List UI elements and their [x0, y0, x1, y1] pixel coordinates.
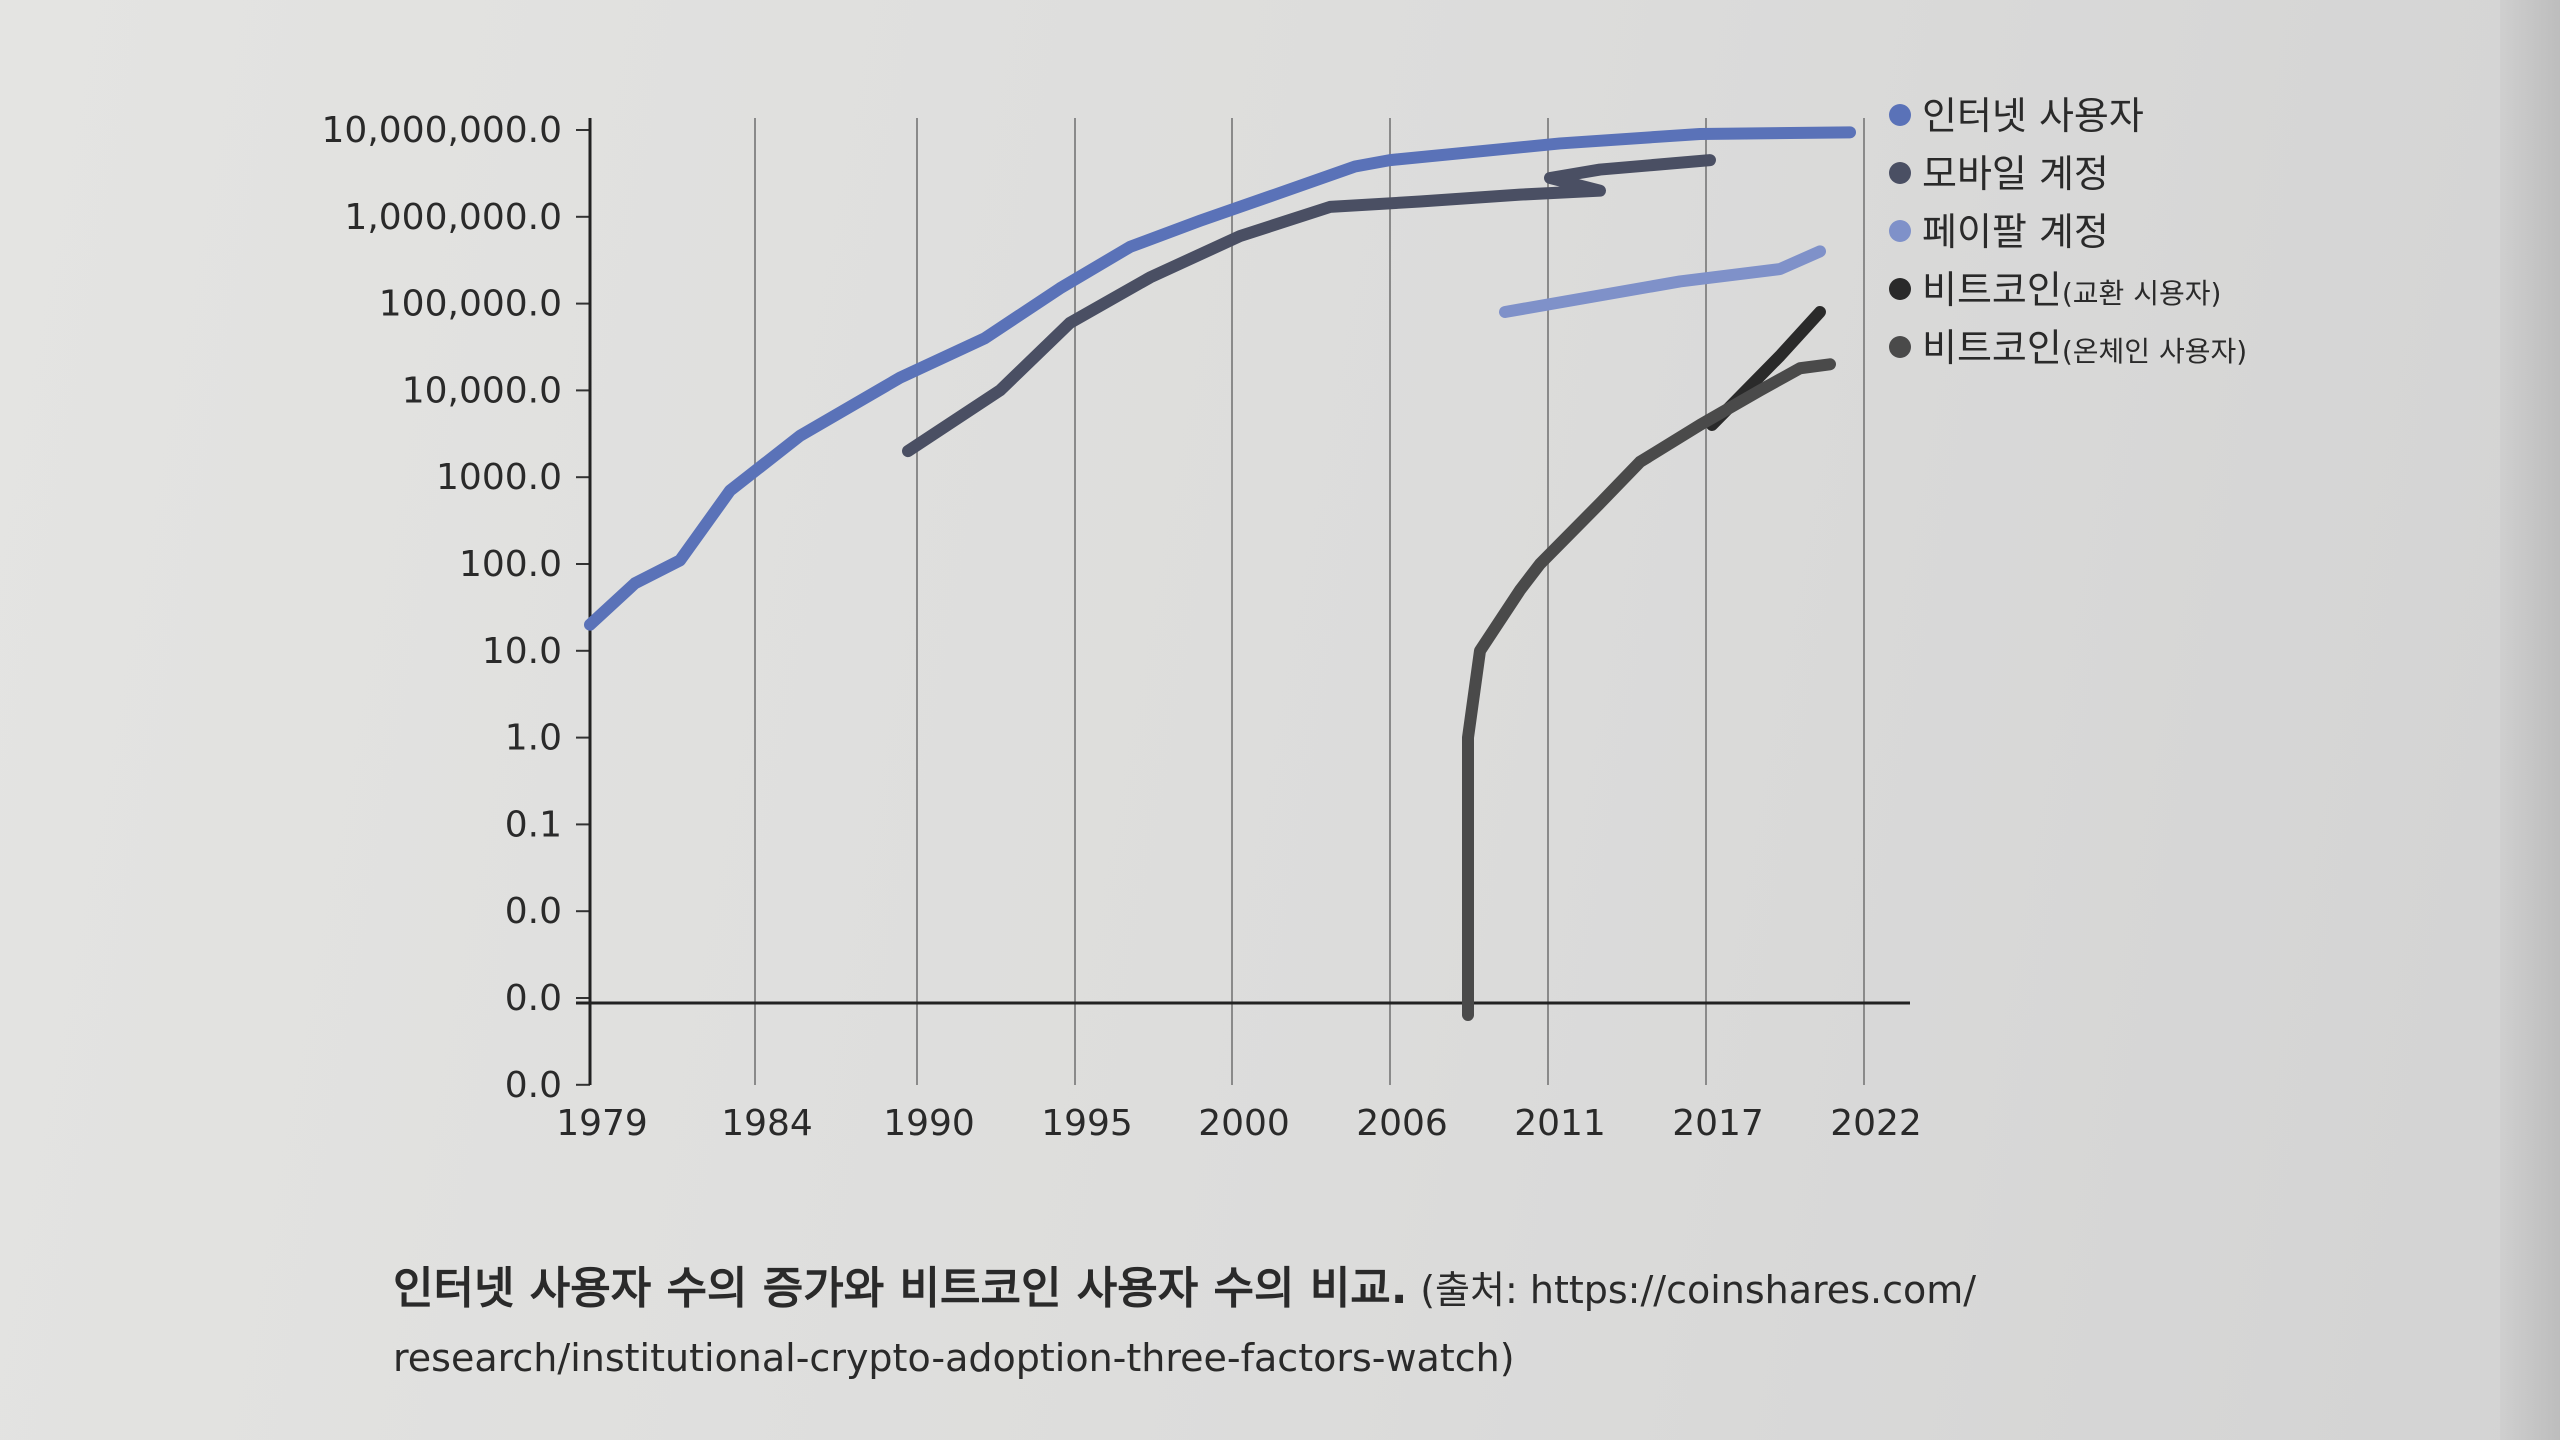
y-tick-label-3: 10,000.0 — [402, 370, 562, 411]
y-tick-label-1: 1,000,000.0 — [344, 197, 562, 238]
y-tick-label-2: 100,000.0 — [379, 284, 562, 325]
x-tick-label-0: 1979 — [556, 1103, 648, 1144]
legend-marker-3 — [1889, 278, 1911, 300]
y-tick-label-8: 0.1 — [505, 804, 562, 845]
legend-marker-0 — [1889, 104, 1911, 126]
y-tick-label-11: 0.0 — [505, 1065, 562, 1106]
legend-marker-1 — [1889, 162, 1911, 184]
caption-main: 인터넷 사용자 수의 증가와 비트코인 사용자 수의 비교. — [393, 1263, 1408, 1314]
legend-label-0: 인터넷 사용자 — [1922, 94, 2144, 138]
series-line-4 — [1462, 358, 1836, 1021]
legend-marker-2 — [1889, 220, 1911, 242]
legend-label-4: 비트코인(온체인 사용자) — [1922, 326, 2247, 370]
x-tick-label-6: 2011 — [1514, 1103, 1606, 1144]
legend-label-3: 비트코인(교환 시용자) — [1922, 268, 2221, 312]
x-tick-label-3: 1995 — [1041, 1103, 1133, 1144]
y-tick-label-4: 1000.0 — [436, 457, 562, 498]
x-tick-label-5: 2006 — [1356, 1103, 1448, 1144]
figure-caption: 인터넷 사용자 수의 증가와 비트코인 사용자 수의 비교. (출처: http… — [393, 1255, 1976, 1392]
series-line-2 — [1499, 245, 1826, 319]
y-tick-label-5: 100.0 — [459, 544, 562, 585]
y-tick-label-0: 10,000,000.0 — [322, 110, 562, 151]
y-tick-label-7: 1.0 — [505, 718, 562, 759]
x-tick-label-7: 2017 — [1672, 1103, 1764, 1144]
series-line-0 — [584, 126, 1856, 631]
caption-source-line2: research/institutional-crypto-adoption-t… — [393, 1336, 1515, 1380]
y-tick-label-9: 0.0 — [505, 891, 562, 932]
legend-marker-4 — [1889, 336, 1911, 358]
x-tick-label-8: 2022 — [1830, 1103, 1922, 1144]
x-tick-label-1: 1984 — [721, 1103, 813, 1144]
x-tick-label-2: 1990 — [883, 1103, 975, 1144]
legend-label-2: 페이팔 계정 — [1922, 210, 2109, 254]
y-tick-label-10: 0.0 — [505, 978, 562, 1019]
caption-source-line1: (출처: https://coinshares.com/ — [1420, 1268, 1977, 1312]
page-edge — [2500, 0, 2560, 1440]
legend-label-1: 모바일 계정 — [1922, 152, 2109, 196]
y-tick-label-6: 10.0 — [482, 631, 562, 672]
x-tick-label-4: 2000 — [1198, 1103, 1290, 1144]
series-line-1 — [902, 154, 1716, 458]
